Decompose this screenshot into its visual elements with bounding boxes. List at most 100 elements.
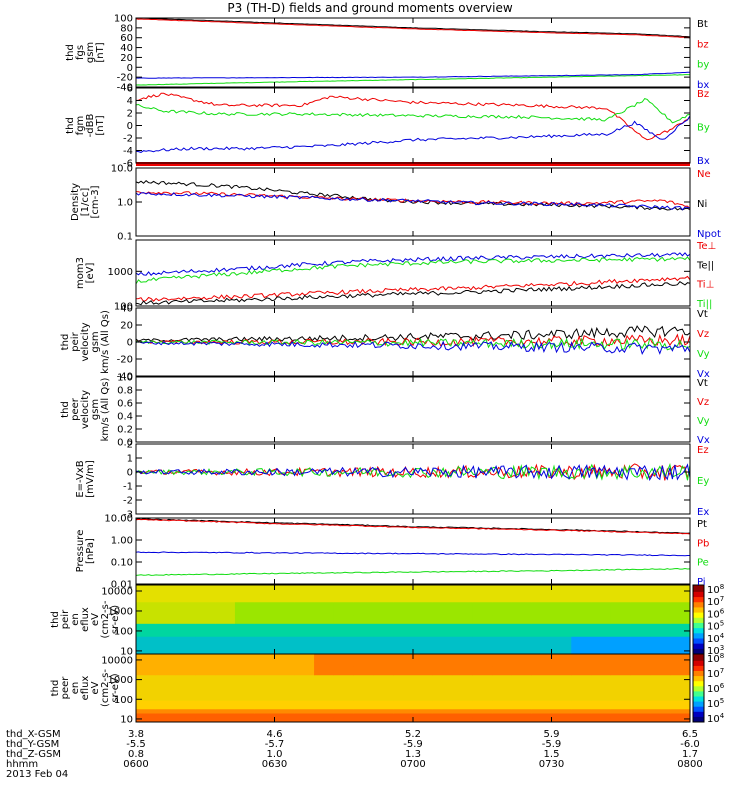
spectrogram-cell <box>472 654 493 659</box>
panel-p1-legend-by: by <box>697 60 709 71</box>
colorbar-cell <box>693 633 704 636</box>
spectrogram-cell <box>274 645 295 651</box>
spectrogram-cell <box>314 654 335 659</box>
spectrogram-cell <box>610 585 632 590</box>
spectrogram-cell <box>155 671 177 676</box>
colorbar-cell <box>693 664 704 667</box>
spectrogram-cell <box>333 705 355 710</box>
spectrogram-cell <box>254 654 275 659</box>
spectrogram-cell <box>472 675 493 680</box>
panel-p9-ytick-label: 1000 <box>108 606 133 617</box>
spectrogram-cell <box>136 645 157 651</box>
panel-p7-legend-ex: Ex <box>697 507 709 518</box>
spectrogram-cell <box>195 623 216 629</box>
spectrogram-cell <box>373 632 394 638</box>
colorbar-cell <box>693 631 704 634</box>
spectrogram-cell <box>511 679 533 685</box>
panel-p1-series-bz <box>135 18 691 39</box>
spectrogram-cell <box>254 675 275 680</box>
spectrogram-cell <box>314 705 335 710</box>
spectrogram-cell <box>571 692 592 697</box>
spectrogram-cell <box>136 692 157 697</box>
spectrogram-cell <box>630 619 651 625</box>
spectrogram-cell <box>413 709 434 714</box>
spectrogram-cell <box>373 671 394 676</box>
spectrogram-cell <box>294 615 315 620</box>
spectrogram-cell <box>511 623 533 629</box>
spectrogram-cell <box>393 717 414 723</box>
spectrogram-cell <box>551 692 572 697</box>
panel-p1-ylabel: gsm <box>85 42 96 63</box>
spectrogram-cell <box>393 610 414 616</box>
panel-p2-series-by <box>135 98 691 124</box>
spectrogram-cell <box>155 692 177 697</box>
colorbar-cell <box>693 609 704 612</box>
spectrogram-cell <box>610 692 632 697</box>
panel-p5-ylabel: thd <box>60 334 71 351</box>
spectrogram-cell <box>650 610 671 616</box>
spectrogram-cell <box>373 666 394 672</box>
spectrogram-cell <box>591 717 612 723</box>
spectrogram-cell <box>155 705 177 710</box>
footer-value: 0800 <box>677 759 702 770</box>
spectrogram-cell <box>670 585 691 590</box>
spectrogram-cell <box>571 623 592 629</box>
spectrogram-cell <box>472 683 493 689</box>
spectrogram-cell <box>650 623 671 629</box>
spectrogram-cell <box>432 610 454 616</box>
spectrogram-cell <box>215 717 236 723</box>
spectrogram-cell <box>650 606 671 612</box>
spectrogram-cell <box>531 628 552 633</box>
spectrogram-cell <box>373 636 394 642</box>
spectrogram-cell <box>413 636 434 642</box>
colorbar-cell <box>693 593 704 596</box>
spectrogram-cell <box>670 713 691 719</box>
panel-p8-series-pe <box>135 551 690 557</box>
spectrogram-cell <box>610 615 632 620</box>
spectrogram-cell <box>551 666 572 672</box>
panel-p8-series-pb <box>135 518 691 535</box>
colorbar-cell <box>693 689 704 692</box>
spectrogram-cell <box>610 623 632 629</box>
spectrogram-cell <box>571 654 592 659</box>
spectrogram-cell <box>155 589 177 595</box>
spectrogram-cell <box>254 628 275 633</box>
spectrogram-cell <box>452 645 473 651</box>
spectrogram-cell <box>155 645 177 651</box>
spectrogram-cell <box>413 619 434 625</box>
panel-p3-ytick-label: 0.1 <box>117 232 133 243</box>
spectrogram-cell <box>195 645 216 651</box>
panel-p6-ylabel: velocity <box>80 390 91 429</box>
spectrogram-cell <box>234 713 256 719</box>
panel-p8-legend-pb: Pb <box>697 538 709 549</box>
colorbar-cell <box>693 713 704 716</box>
spectrogram-cell <box>432 717 454 723</box>
spectrogram-cell <box>373 641 394 646</box>
colorbar-cell <box>693 688 704 691</box>
colorbar-cell <box>693 597 704 600</box>
panel-p5-legend-vy: Vy <box>697 349 710 360</box>
spectrogram-cell <box>333 666 355 672</box>
panel-p10-ytick-label: 10000 <box>101 655 133 666</box>
panel-p1-ylabel: [nT] <box>95 42 106 62</box>
spectrogram-cell <box>670 623 691 629</box>
spectrogram-cell <box>591 700 612 706</box>
panel-p1-ytick-label: 100 <box>114 14 133 25</box>
spectrogram-cell <box>373 645 394 651</box>
colorbar-cell <box>693 638 704 641</box>
panel-p4-legend-te: Te⊥ <box>696 241 716 252</box>
spectrogram-cell <box>175 675 196 680</box>
panel-p5-ytick-label: -20 <box>117 355 133 366</box>
spectrogram-cell <box>591 713 612 719</box>
spectrogram-cell <box>670 649 691 655</box>
spectrogram-cell <box>452 610 473 616</box>
panel-p6-ytick-label: 0.2 <box>117 425 133 436</box>
spectrogram-cell <box>551 628 572 633</box>
spectrogram-cell <box>591 585 612 590</box>
spectrogram-cell <box>670 619 691 625</box>
spectrogram-cell <box>610 705 632 710</box>
spectrogram-cell <box>274 589 295 595</box>
panel-p10-ylabel: peer <box>60 676 71 700</box>
spectrogram-cell <box>531 597 552 603</box>
spectrogram-cell <box>591 654 612 659</box>
